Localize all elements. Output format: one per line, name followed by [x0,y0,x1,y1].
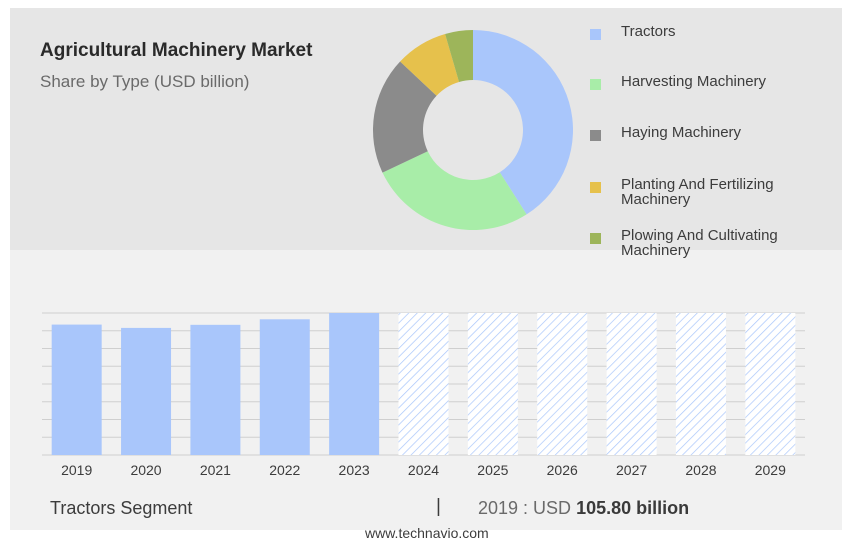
source-url: www.technavio.com [365,525,489,541]
bar-2019 [51,324,102,455]
segment-value: 2019 : USD 105.80 billion [478,498,689,519]
chart-title: Agricultural Machinery Market [40,40,313,61]
bar-2021 [190,324,241,455]
legend-item-haying: Haying Machinery [590,125,741,141]
legend-item-harvesting: Harvesting Machinery [590,74,766,90]
chart-subtitle: Share by Type (USD billion) [40,72,250,91]
x-tick-2022: 2022 [269,462,300,478]
legend-item-tractors: Tractors [590,24,675,40]
segment-value-amount: 105.80 billion [576,498,690,518]
bar-2022 [259,319,310,455]
forecast-bar-2026 [537,313,588,455]
bar-chart: 2019 2020 2021 2022 2023 2024 2025 2026 2027 2028… [42,312,805,478]
donut-slice-haying [373,61,437,173]
x-tick-2019: 2019 [61,462,92,478]
legend-label-planting: Planting And Fertilizing Machinery [621,176,774,208]
forecast-bar-2025 [467,313,518,455]
x-tick-2025: 2025 [477,462,508,478]
legend-label-harvesting: Harvesting Machinery [621,73,767,90]
forecast-bar-2028 [675,313,726,455]
legend-label-haying: Haying Machinery [621,124,742,141]
segment-label: Tractors Segment [50,498,193,518]
legend-label-tractors: Tractors [621,23,676,40]
donut-slice-harvesting [382,151,527,230]
bar-2020 [121,327,172,455]
donut-slice-planting [400,33,460,96]
legend-swatch-haying [590,130,601,141]
x-tick-2023: 2023 [339,462,370,478]
forecast-bar-2024 [398,313,449,455]
legend-swatch-harvesting [590,79,601,90]
donut-slice-plowing [445,30,473,82]
legend-label-plowing: Plowing And Cultivating Machinery [621,227,778,259]
legend-item-plowing: Plowing And Cultivating Machinery [590,228,830,258]
segment-value-prefix: 2019 : USD [478,498,572,518]
forecast-bar-2029 [745,313,796,455]
x-tick-2021: 2021 [200,462,231,478]
footer-separator: | [436,496,441,517]
bar-2023 [329,313,380,455]
legend-item-planting: Planting And Fertilizing Machinery [590,177,830,207]
x-tick-2027: 2027 [616,462,647,478]
x-tick-2029: 2029 [755,462,786,478]
forecast-bar-2027 [606,313,657,455]
legend-swatch-plowing [590,233,601,244]
legend-swatch-tractors [590,29,601,40]
x-tick-2024: 2024 [408,462,439,478]
x-tick-2028: 2028 [685,462,716,478]
x-tick-2020: 2020 [130,462,161,478]
donut-chart [373,30,573,230]
legend-swatch-planting [590,182,601,193]
donut-slice-tractors [473,30,573,215]
x-tick-2026: 2026 [547,462,578,478]
